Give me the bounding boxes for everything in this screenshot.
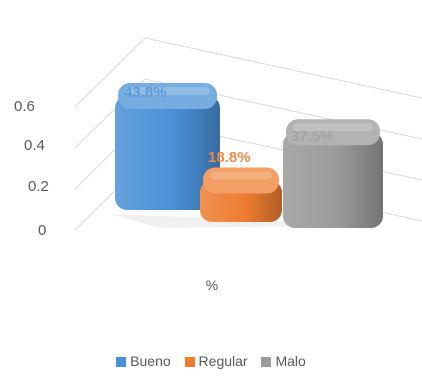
data-label-regular: 18.8%: [208, 149, 251, 166]
legend-item-malo: Malo: [261, 353, 306, 369]
data-label-malo: 37.5%: [291, 128, 334, 145]
legend-label-regular: Regular: [198, 353, 248, 369]
legend-swatch-malo: [261, 357, 272, 367]
legend-label-bueno: Bueno: [130, 353, 171, 369]
legend-swatch-regular: [184, 357, 195, 367]
legend-swatch-bueno: [116, 357, 127, 367]
legend-label-malo: Malo: [275, 353, 306, 369]
legend-item-bueno: Bueno: [116, 353, 171, 369]
legend: Bueno Regular Malo: [0, 353, 422, 369]
gridline: [74, 78, 422, 149]
bar-regular: [200, 167, 282, 222]
bar-malo: [283, 119, 383, 228]
data-label-bueno: 43.8%: [124, 84, 167, 101]
y-tick-label: 0.4: [24, 137, 45, 154]
y-tick-label: 0: [38, 222, 46, 239]
y-tick-label: 0.6: [14, 98, 35, 115]
y-tick-label: 0.2: [28, 178, 49, 195]
gridline: [74, 37, 422, 108]
x-category-label: %: [206, 277, 218, 293]
bar-bueno: [115, 83, 220, 210]
legend-item-regular: Regular: [184, 353, 248, 369]
